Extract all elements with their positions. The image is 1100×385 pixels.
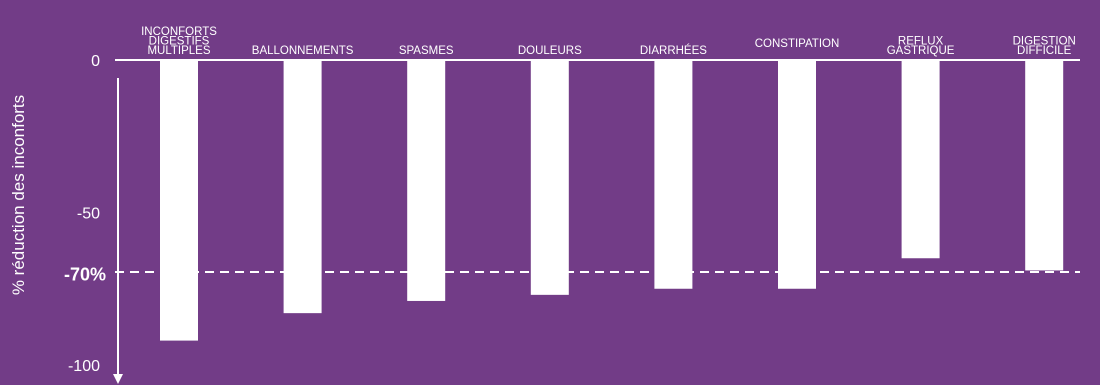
category-label: GASTRIQUE	[887, 45, 955, 57]
category-label: DIARRHÉES	[640, 44, 707, 57]
bar	[778, 60, 816, 289]
bar	[160, 60, 198, 341]
bar	[1025, 60, 1064, 271]
bar	[530, 60, 569, 295]
category-label: REFLUX	[898, 36, 944, 48]
category-label: DOULEURS	[518, 45, 582, 57]
category-label: DIGESTIFS	[149, 36, 210, 48]
category-label: SPASMES	[399, 45, 454, 57]
category-label: DIGESTION	[1013, 36, 1076, 48]
bar	[654, 60, 693, 289]
y-tick-label: -50	[77, 206, 100, 223]
y-axis-arrowhead	[113, 374, 123, 384]
category-label: CONSTIPATION	[755, 38, 840, 50]
bar	[283, 60, 322, 314]
category-label: INCONFORTS	[141, 26, 217, 38]
category-label: DIFFICILE	[1017, 45, 1072, 57]
y-axis-label: % réduction des inconforts	[9, 95, 28, 295]
bar	[901, 60, 940, 259]
y-tick-label: -100	[68, 358, 100, 375]
y-tick-label: 0	[91, 53, 100, 70]
bar	[407, 60, 446, 301]
reference-line-label: -70%	[64, 265, 106, 285]
category-label: MULTIPLES	[147, 45, 210, 57]
category-label: BALLONNEMENTS	[252, 45, 354, 57]
